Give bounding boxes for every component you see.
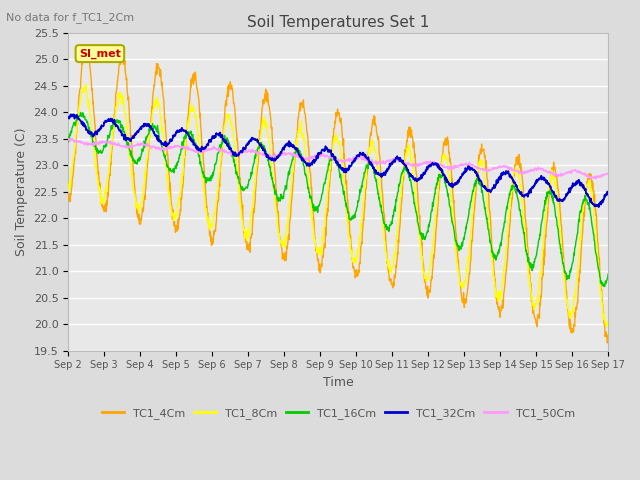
Legend: TC1_4Cm, TC1_8Cm, TC1_16Cm, TC1_32Cm, TC1_50Cm: TC1_4Cm, TC1_8Cm, TC1_16Cm, TC1_32Cm, TC… — [97, 404, 579, 424]
Title: Soil Temperatures Set 1: Soil Temperatures Set 1 — [247, 15, 429, 30]
Y-axis label: Soil Temperature (C): Soil Temperature (C) — [15, 127, 28, 256]
Text: SI_met: SI_met — [79, 48, 121, 59]
Text: No data for f_TC1_2Cm: No data for f_TC1_2Cm — [6, 12, 134, 23]
X-axis label: Time: Time — [323, 376, 353, 389]
